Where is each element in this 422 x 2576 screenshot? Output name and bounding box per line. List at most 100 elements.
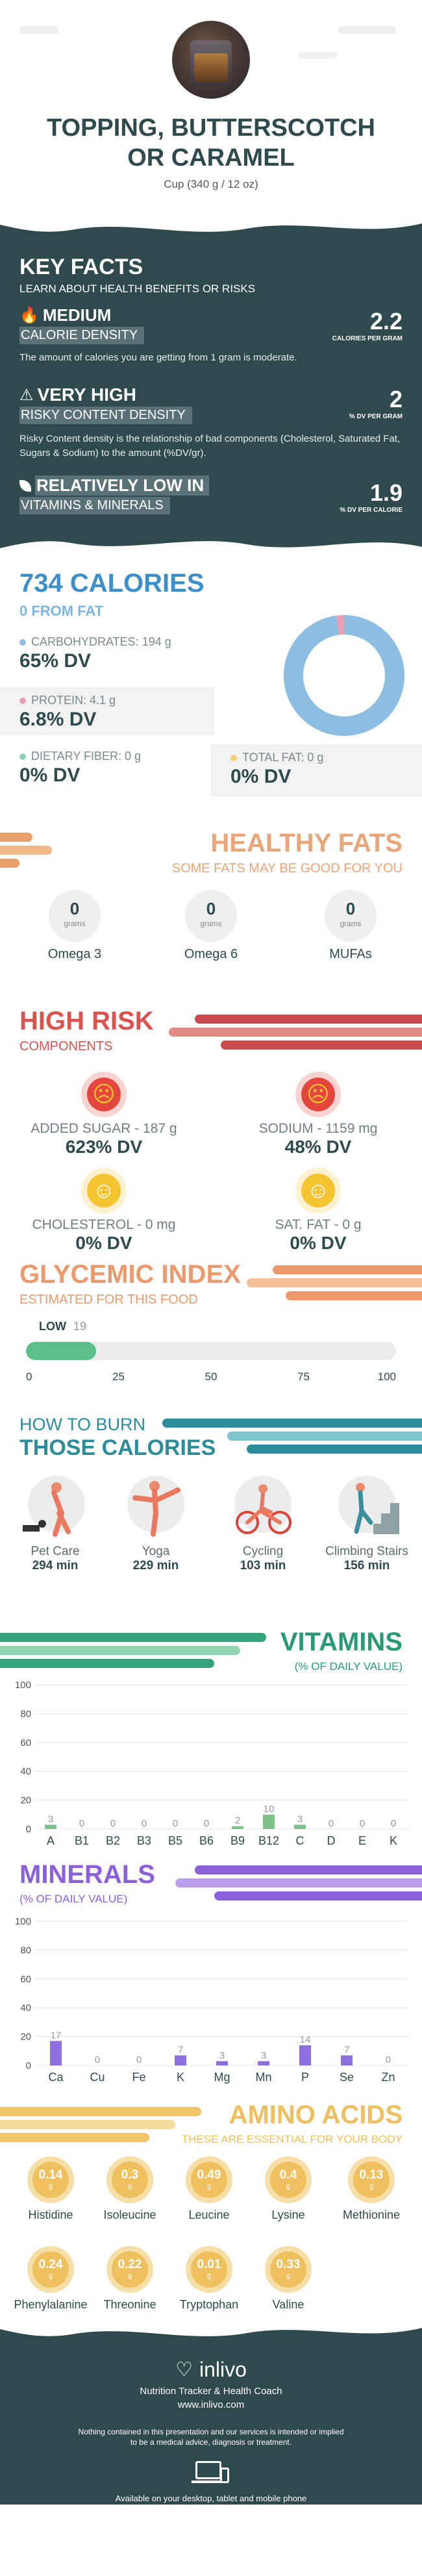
mineral-bar-label: 14 xyxy=(300,2034,311,2045)
stripe-decoration xyxy=(0,859,19,868)
vitamins-subtitle: (% OF DAILY VALUE) xyxy=(294,1660,403,1673)
footer-url[interactable]: www.inlivo.com xyxy=(177,2399,245,2410)
yoga-icon xyxy=(127,1476,184,1537)
mineral-bar-label: 7 xyxy=(344,2044,349,2055)
macro-dv: 0% DV xyxy=(230,766,292,787)
vitamin-bar-label: 3 xyxy=(48,1813,53,1825)
vitamin-category: B1 xyxy=(75,1834,89,1847)
amino-label: Phenylalanine xyxy=(14,2298,88,2311)
vitamin-category: B12 xyxy=(258,1834,279,1847)
amino-value: 0.3 xyxy=(121,2168,139,2182)
key-fact-value: 2.2 xyxy=(369,308,403,335)
mineral-bar xyxy=(341,2055,353,2065)
vitamin-bar-label: 3 xyxy=(297,1813,303,1825)
amino-unit: g xyxy=(48,2272,53,2280)
mineral-ytick: 100 xyxy=(15,1916,31,1927)
key-facts-title: KEY FACTS xyxy=(19,255,143,279)
brand-name: inlivo xyxy=(199,2358,247,2381)
amino-item: 0.13 g Methionine xyxy=(332,2156,410,2222)
glycemic-subtitle: ESTIMATED FOR THIS FOOD xyxy=(19,1293,198,1307)
fat-unit: grams xyxy=(200,919,222,928)
amino-value: 0.14 xyxy=(38,2168,63,2182)
amino-label: Threonine xyxy=(103,2298,156,2311)
sad-face-icon: ☹ xyxy=(295,1072,341,1117)
calories-section: 734 CALORIES 0 FROM FAT CARBOHYDRATES: 1… xyxy=(0,559,422,818)
amino-badge: 0.49 g xyxy=(186,2156,232,2203)
risk-label: SODIUM - 1159 mg xyxy=(258,1121,378,1136)
burn-pet-care: Pet Care 294 min xyxy=(6,1474,104,1573)
stripe-decoration xyxy=(286,1291,422,1300)
amino-value: 0.24 xyxy=(38,2258,63,2271)
mineral-category: K xyxy=(177,2071,184,2084)
amino-value: 0.4 xyxy=(279,2168,297,2182)
stripe-decoration xyxy=(175,1878,422,1888)
warning-icon: ⚠ xyxy=(19,386,34,404)
devices-icon xyxy=(192,2461,230,2487)
mineral-bar-label: 3 xyxy=(261,2050,266,2061)
happy-face-icon: ☺ xyxy=(81,1168,127,1213)
fat-value: 0 xyxy=(345,899,356,918)
stripe-decoration xyxy=(0,2120,175,2129)
amino-item: 0.3 g Isoleucine xyxy=(91,2156,169,2222)
vitamin-category: B3 xyxy=(137,1834,151,1847)
amino-badge: 0.22 g xyxy=(106,2246,153,2293)
serving-size: Cup (340 g / 12 oz) xyxy=(164,178,258,190)
macro-carbohydrates: CARBOHYDRATES: 194 g 65% DV xyxy=(0,635,214,681)
sad-face-icon: ☹ xyxy=(81,1072,127,1117)
dot-icon xyxy=(19,753,26,760)
vitamin-bar-label: 0 xyxy=(360,1818,365,1829)
stripe-decoration xyxy=(247,1278,422,1287)
mineral-bar-label: 3 xyxy=(219,2050,225,2061)
amino-unit: g xyxy=(127,2272,132,2280)
burn-cycling: Cycling 103 min xyxy=(214,1474,312,1573)
mineral-bar-label: 7 xyxy=(178,2044,183,2055)
amino-label: Tryptophan xyxy=(179,2298,239,2311)
mineral-category: Mg xyxy=(214,2071,230,2084)
footer-available: Available on your desktop, tablet and mo… xyxy=(115,2494,307,2503)
key-fact-value: 1.9 xyxy=(369,479,403,506)
amino-value: 0.49 xyxy=(197,2168,221,2182)
fat-omega3: 0 grams Omega 3 xyxy=(39,890,110,962)
glycemic-tick: 100 xyxy=(377,1370,396,1383)
food-photo xyxy=(172,21,250,99)
fat-label: Omega 3 xyxy=(47,947,102,961)
donut-slice-carbohydrates xyxy=(284,615,404,736)
climbing-stairs-icon xyxy=(338,1476,399,1534)
vitamin-category: A xyxy=(47,1834,55,1847)
amino-item: 0.24 g Phenylalanine xyxy=(12,2246,90,2312)
macro-donut-chart xyxy=(284,615,404,736)
stripe-decoration xyxy=(247,1445,422,1454)
amino-item: 0.33 g Valine xyxy=(249,2246,327,2312)
amino-item: 0.22 g Threonine xyxy=(91,2246,169,2312)
key-fact-label: RISKY CONTENT DENSITY xyxy=(19,407,192,424)
glycemic-section: GLYCEMIC INDEX ESTIMATED FOR THIS FOOD L… xyxy=(0,1260,422,1409)
vitamins-title: VITAMINS xyxy=(280,1628,403,1656)
glycemic-value: 19 xyxy=(73,1320,87,1333)
high-risk-title: HIGH RISK xyxy=(19,1007,154,1035)
vitamin-category: K xyxy=(390,1834,397,1847)
key-fact-unit: % DV PER GRAM xyxy=(349,413,403,420)
mineral-bar-label: 0 xyxy=(95,2054,100,2065)
cloud-decoration xyxy=(338,26,396,34)
key-fact-calorie-density: 🔥 MEDIUM CALORIE DENSITY The amount of c… xyxy=(19,305,403,363)
fat-value: 0 xyxy=(69,899,80,918)
mineral-category: Ca xyxy=(48,2071,64,2084)
vitamin-category: B5 xyxy=(168,1834,182,1847)
amino-item: 0.14 g Histidine xyxy=(12,2156,90,2222)
cycling-icon xyxy=(234,1476,292,1534)
amino-value: 0.13 xyxy=(359,2168,384,2182)
mineral-ytick: 40 xyxy=(20,2002,31,2014)
risk-dv: 0% DV xyxy=(75,1233,132,1253)
mineral-category: Zn xyxy=(381,2071,395,2084)
amino-unit: g xyxy=(286,2272,291,2280)
vitamin-category: E xyxy=(358,1834,366,1847)
vitamin-bar-label: 0 xyxy=(79,1818,84,1829)
dot-icon xyxy=(230,754,237,761)
glycemic-level: LOW xyxy=(39,1320,66,1333)
stripe-decoration xyxy=(0,2133,149,2142)
key-fact-label: VITAMINS & MINERALS xyxy=(19,497,170,514)
mineral-category: Mn xyxy=(255,2071,271,2084)
burn-title: HOW TO BURN xyxy=(19,1415,146,1434)
key-fact-desc: The amount of calories you are getting f… xyxy=(19,352,297,363)
glycemic-title: GLYCEMIC INDEX xyxy=(19,1260,241,1289)
